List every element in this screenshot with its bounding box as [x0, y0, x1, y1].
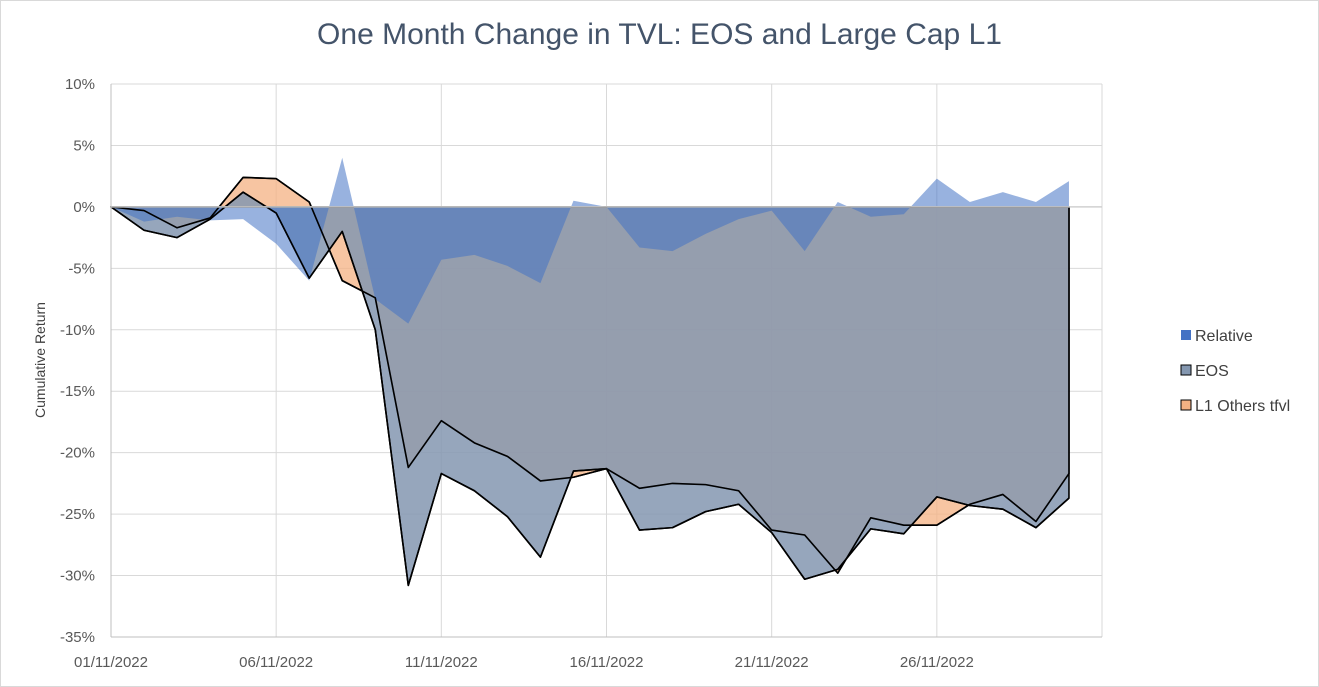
legend-swatch: [1180, 364, 1192, 376]
y-axis-label: Cumulative Return: [32, 302, 48, 418]
x-tick-label: 16/11/2022: [570, 654, 644, 671]
y-tick-label: -5%: [68, 260, 95, 277]
y-tick-label: 0%: [73, 199, 95, 216]
y-tick-label: 5%: [73, 137, 95, 154]
legend-label: Relative: [1195, 328, 1253, 345]
x-tick-label: 26/11/2022: [900, 654, 974, 671]
legend-swatch: [1181, 330, 1191, 340]
legend-label: EOS: [1195, 363, 1229, 380]
series-line-l1-others: [110, 176, 1070, 574]
legend-swatch: [1180, 399, 1192, 411]
series-area-relative: [111, 157, 1069, 324]
x-tick-label: 21/11/2022: [735, 654, 809, 671]
x-tick-label: 06/11/2022: [239, 654, 313, 671]
x-tick-label: 11/11/2022: [405, 654, 478, 671]
series-areas: [110, 157, 1070, 587]
series-line-eos: [110, 191, 1070, 587]
axes: 10% 5% 0% -5% -10% -15% -20% -25% -30% -35% 01/11/…: [60, 76, 1102, 671]
y-tick-label: -30%: [60, 568, 95, 585]
y-tick-label: -20%: [60, 445, 95, 462]
y-tick-label: -10%: [60, 322, 95, 339]
legend: Relative EOS L1 Others tfvl: [1180, 328, 1290, 415]
y-tick-label: -25%: [60, 506, 95, 523]
x-tick-label: 01/11/2022: [74, 654, 148, 671]
y-tick-label: -15%: [60, 383, 95, 400]
y-tick-label: -35%: [60, 629, 95, 646]
legend-label: L1 Others tfvl: [1195, 398, 1290, 415]
y-tick-label: 10%: [65, 76, 95, 93]
chart-title: One Month Change in TVL: EOS and Large C…: [317, 18, 1002, 51]
series-area-eos: [110, 191, 1070, 587]
